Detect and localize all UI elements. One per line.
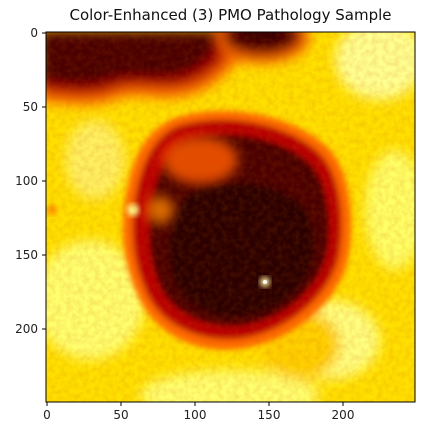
y-tick-label: 50 [23, 100, 38, 114]
y-tick-label: 100 [15, 174, 38, 188]
x-tick-label: 50 [113, 408, 128, 422]
y-axis: 0 50 100 150 200 [15, 26, 46, 336]
pathology-image [46, 32, 415, 402]
plot-frame [45, 31, 416, 403]
x-tick-label: 200 [332, 408, 355, 422]
x-tick-label: 100 [184, 408, 207, 422]
y-tick-label: 200 [15, 322, 38, 336]
x-tick-label: 150 [258, 408, 281, 422]
x-axis: 0 50 100 150 200 [43, 402, 354, 422]
figure-title: Color-Enhanced (3) PMO Pathology Sample [69, 6, 392, 24]
x-tick-label: 0 [43, 408, 51, 422]
y-tick-label: 0 [30, 26, 38, 40]
y-tick-label: 150 [15, 248, 38, 262]
